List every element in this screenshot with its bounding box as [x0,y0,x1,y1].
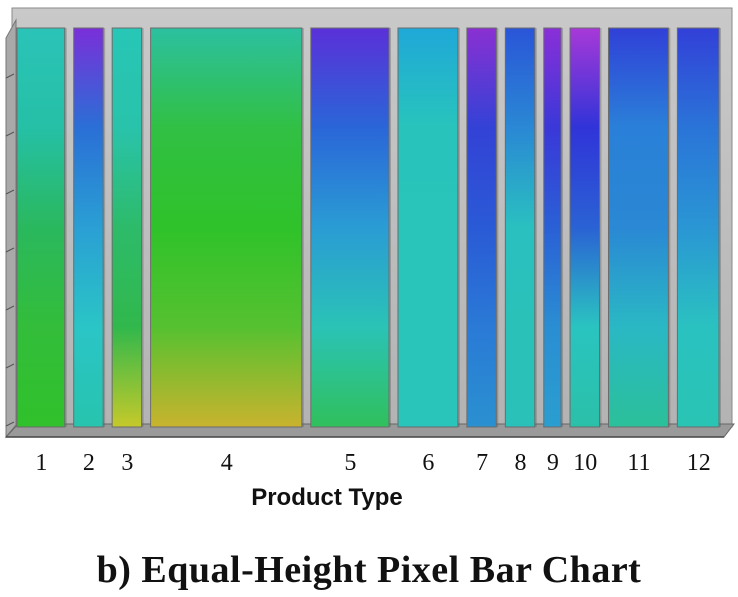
bar [111,27,143,428]
x-tick-label: 7 [476,450,488,476]
bar [504,27,536,428]
x-axis-title: Product Type [251,484,403,511]
chart-caption: b) Equal-Height Pixel Bar Chart [96,549,642,591]
bar-shadow [560,28,564,427]
x-tick-label: 10 [573,450,597,476]
x-tick-label: 1 [35,450,47,476]
bar-shadow [300,28,304,427]
bar-shadow [533,28,537,427]
chart-left-wall [5,18,17,439]
x-tick-label: 11 [627,450,650,476]
y-axis-tick [5,131,15,137]
bar-shadow [102,28,106,427]
x-tick-label: 2 [83,450,95,476]
bar [466,27,497,428]
bar [397,27,459,428]
bar-shadow [598,28,602,427]
bar [676,27,720,428]
bar-shadow [63,28,67,427]
bar-shadow [387,28,391,427]
y-axis-tick [5,421,15,427]
x-tick-label: 3 [121,450,133,476]
bar [543,27,562,428]
bar [310,27,390,428]
x-tick-label: 6 [422,450,434,476]
x-tick-label: 12 [687,450,711,476]
x-tick-label: 5 [344,450,356,476]
y-axis-tick [5,189,15,195]
x-tick-label: 4 [221,450,233,476]
x-tick-label: 8 [515,450,527,476]
bar [150,27,303,428]
x-tick-label: 9 [547,450,559,476]
bar [607,27,669,428]
bar [16,27,66,428]
y-axis-tick [5,73,15,79]
bar-shadow [718,28,721,427]
y-axis-tick [5,305,15,311]
bar [73,27,104,428]
y-axis-tick [5,247,15,253]
bar [569,27,600,428]
y-axis-tick [5,363,15,369]
